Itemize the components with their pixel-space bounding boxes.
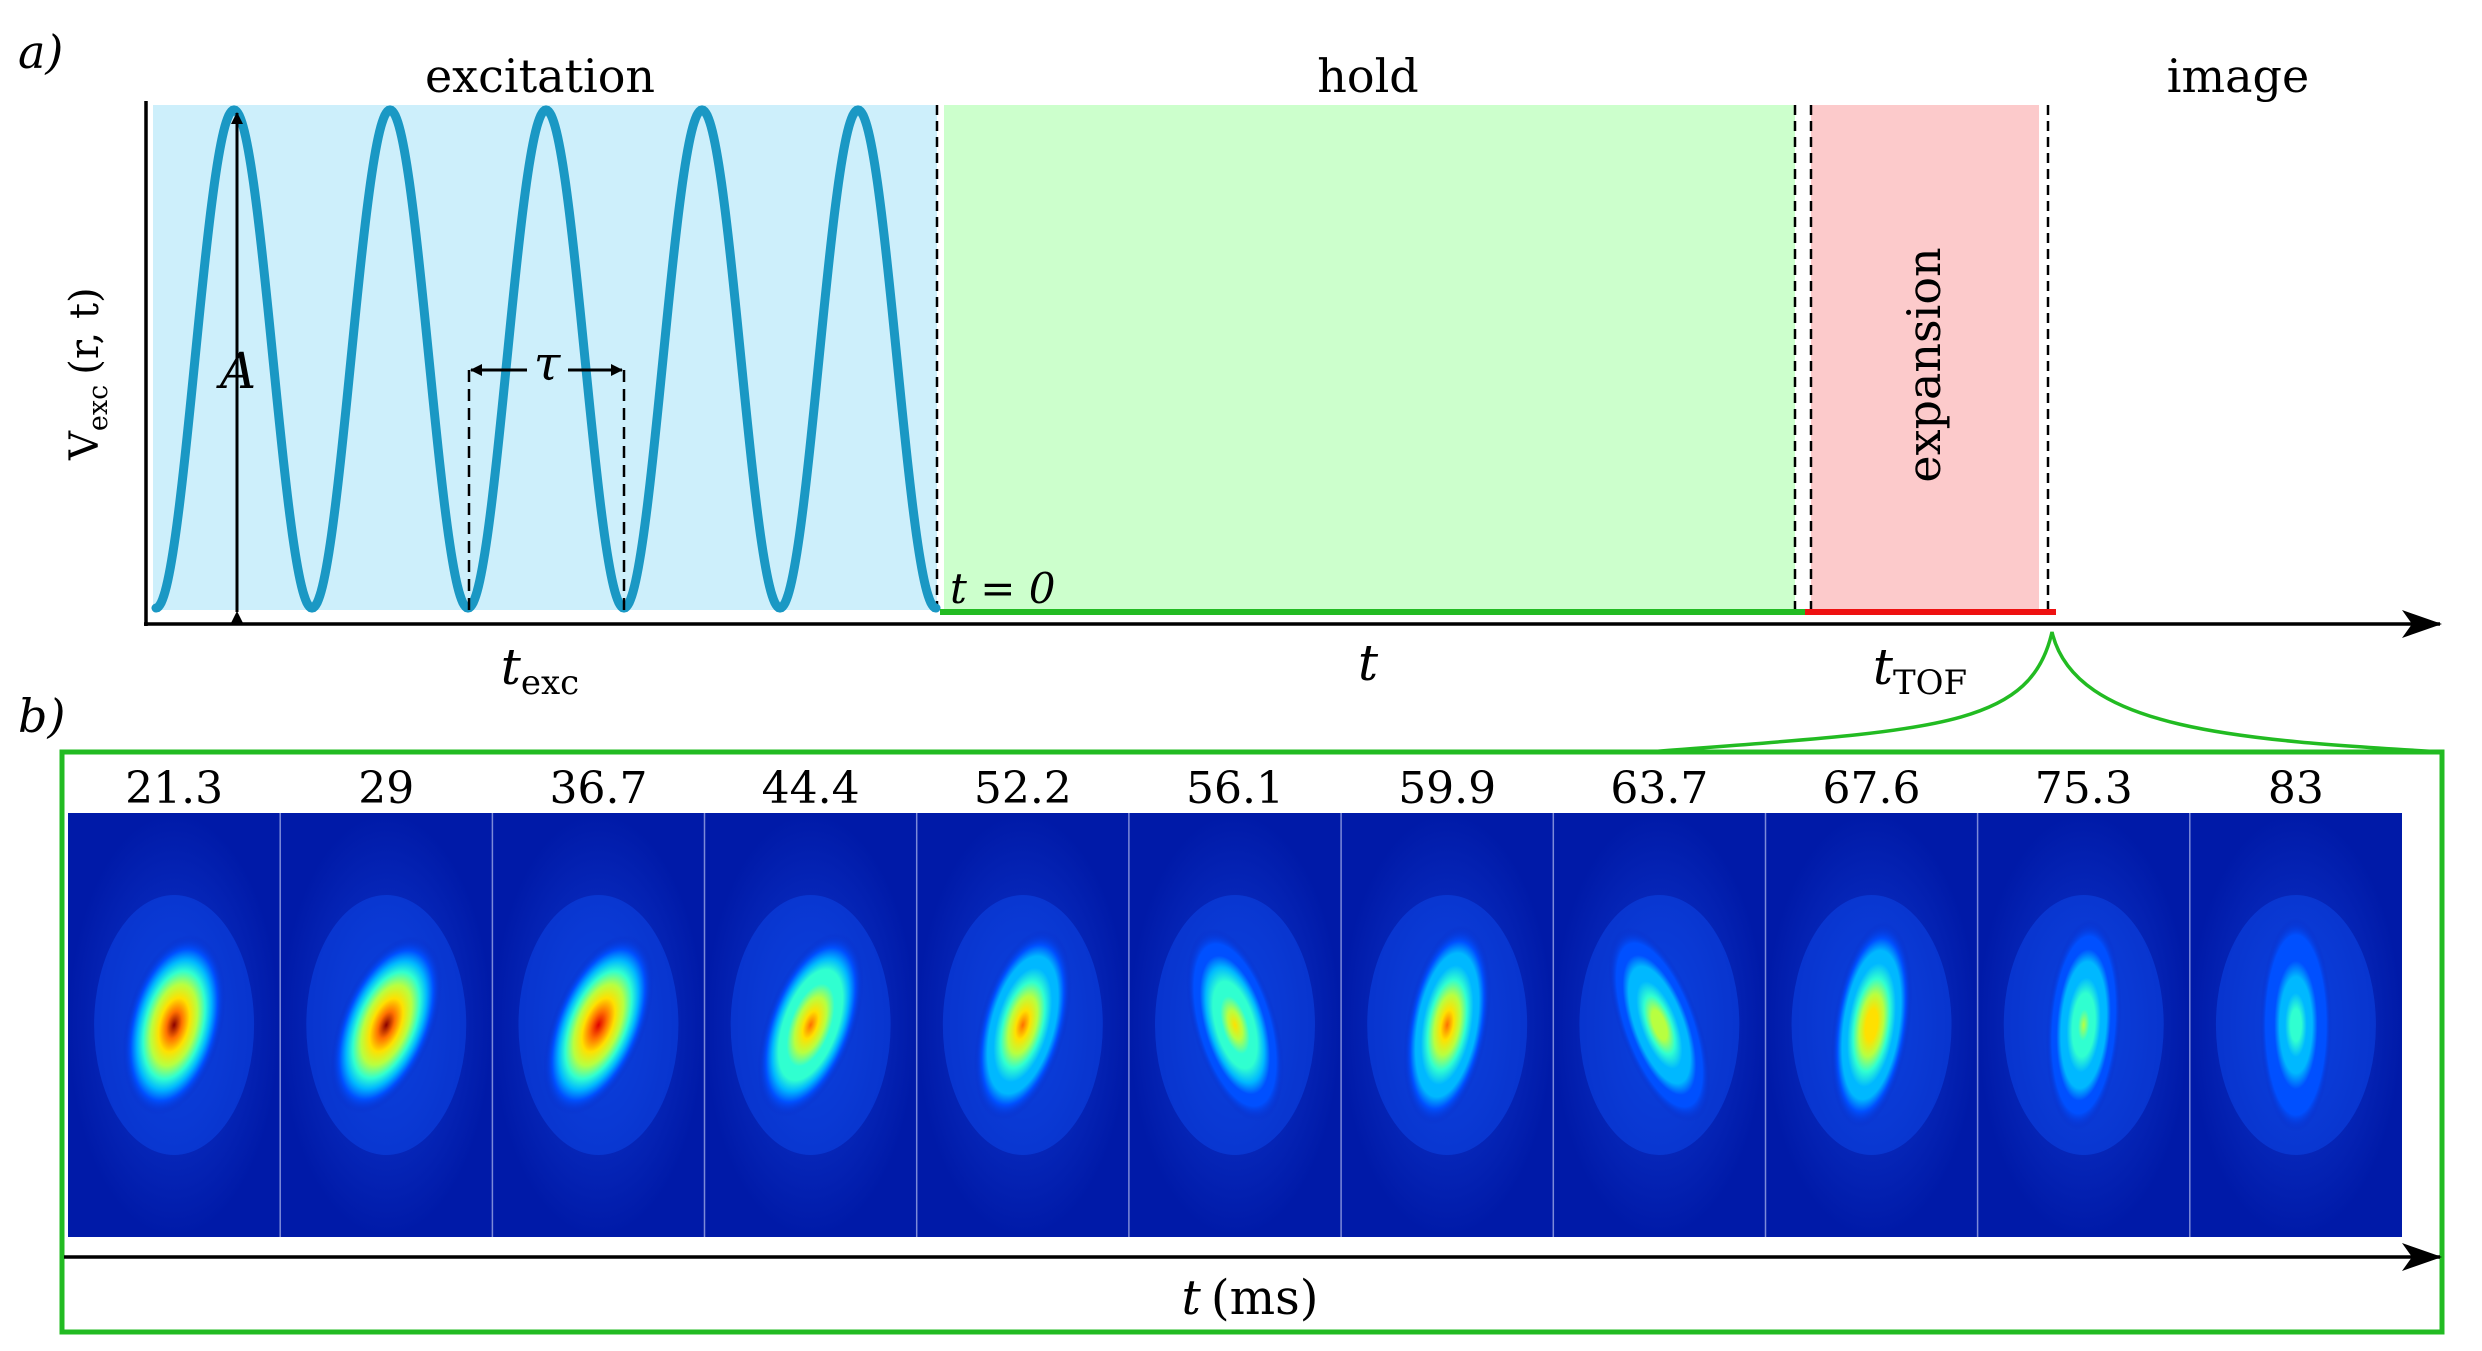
y-axis-label: Vexc (r, t)	[62, 287, 114, 461]
t-zero-label: t = 0	[950, 564, 1056, 613]
t-exc-sub: exc	[521, 663, 579, 703]
image-frame	[491, 813, 705, 1237]
t-tof-label: tTOF	[1873, 638, 1967, 703]
image-frame	[1340, 813, 1554, 1237]
expansion-region	[1811, 105, 2039, 610]
frame-time-label: 75.3	[2035, 763, 2133, 814]
t-exc-main: t	[501, 638, 522, 696]
panel-b-axis-main: t	[1182, 1270, 1202, 1326]
y-label-args: (r, t)	[62, 287, 108, 374]
frame-time-label: 56.1	[1186, 763, 1284, 814]
atom-cloud	[543, 935, 654, 1115]
atom-cloud	[1403, 925, 1492, 1125]
amplitude-label: A	[216, 342, 256, 400]
frame-time-label: 21.3	[125, 763, 223, 814]
atom-cloud	[330, 936, 443, 1114]
atom-cloud	[2259, 918, 2332, 1132]
image-frame	[703, 813, 917, 1237]
frame-time-label: 63.7	[1610, 763, 1708, 814]
image-frames	[68, 813, 2402, 1237]
panel-b-axis-unit: (ms)	[1211, 1270, 1319, 1326]
frame-time-label: 67.6	[1823, 763, 1921, 814]
image-frame	[1552, 813, 1766, 1237]
phase-label-expansion: expansion	[1897, 247, 1951, 482]
t-tof-sub: TOF	[1893, 663, 1967, 703]
frame-time-label: 36.7	[549, 763, 647, 814]
panel-b-axis-label: t (ms)	[1182, 1270, 1319, 1326]
atom-cloud	[122, 934, 226, 1116]
frame-time-label: 44.4	[762, 763, 860, 814]
image-frame	[2189, 813, 2402, 1237]
t-tof-main: t	[1873, 638, 1894, 696]
panel-b-label: b)	[18, 689, 65, 743]
frame-time-labels: 21.3 29 36.7 44.4 52.2 56.1 59.9 63.7 67.6 75.3 83	[125, 763, 2324, 814]
period-label: τ	[534, 336, 562, 392]
svg-text:Vexc(r, t): Vexc (r, t)	[62, 287, 114, 461]
phase-label-excitation: excitation	[425, 49, 655, 103]
y-label-main: V	[62, 430, 108, 461]
panel-b: b) 21.3 29 36.7 44.4 52.2 56.1 59.9 63.7 67.6 75.…	[18, 631, 2445, 1335]
frame-time-label: 59.9	[1398, 763, 1496, 814]
image-frame	[915, 813, 1129, 1237]
zoom-connector	[1647, 631, 2443, 754]
atom-cloud	[973, 929, 1072, 1121]
hold-region	[944, 105, 1795, 610]
atom-cloud	[1186, 928, 1284, 1122]
y-label-sub: exc	[83, 385, 114, 431]
image-frame	[1976, 813, 2190, 1237]
atom-cloud	[1830, 921, 1913, 1129]
t-hold-label: t	[1358, 634, 1379, 692]
atom-cloud	[2045, 919, 2122, 1131]
frame-time-label: 83	[2268, 763, 2324, 814]
image-frame	[1764, 813, 1978, 1237]
image-frame	[1128, 813, 1342, 1237]
excitation-region	[153, 105, 937, 610]
t-exc-label: texc	[501, 638, 579, 703]
frame-time-label: 29	[358, 763, 414, 814]
atom-cloud	[1608, 927, 1711, 1123]
panel-a-label: a)	[18, 25, 63, 79]
frame-time-label: 52.2	[974, 763, 1072, 814]
image-frame	[68, 813, 281, 1237]
phase-label-image: image	[2167, 49, 2309, 103]
panel-a: a) excitation hold image expansion A τ V…	[18, 25, 2442, 703]
image-strip-frame	[59, 749, 2445, 1335]
phase-label-hold: hold	[1317, 49, 1418, 103]
image-frame	[279, 813, 493, 1237]
excitation-waveform	[151, 105, 941, 613]
atom-cloud	[757, 933, 864, 1117]
